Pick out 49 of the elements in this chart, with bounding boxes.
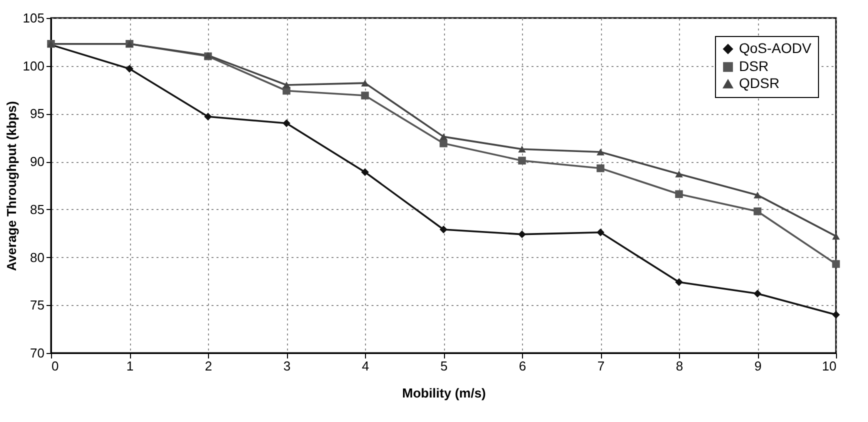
x-axis-title: Mobility (m/s): [402, 386, 486, 400]
point: [832, 232, 840, 240]
point: [596, 228, 604, 236]
x-tick-label: 0: [52, 358, 59, 374]
y-tick-label: 80: [30, 250, 44, 265]
point: [361, 92, 369, 100]
x-tick-label: 5: [440, 358, 448, 374]
point: [361, 168, 369, 176]
point: [518, 156, 526, 164]
point: [675, 190, 683, 198]
point: [832, 310, 840, 319]
point: [832, 260, 840, 268]
y-tick-label: 85: [30, 202, 44, 217]
y-tick-label: 90: [30, 154, 44, 170]
point: [204, 112, 212, 120]
point: [754, 290, 762, 298]
y-tick-label: 100: [22, 58, 44, 74]
point: [518, 146, 526, 152]
point: [282, 82, 290, 88]
y-tick-label: 105: [22, 10, 44, 26]
legend-label: QoS-AODV: [739, 40, 812, 56]
point: [675, 278, 683, 286]
x-tick-label: 3: [283, 358, 291, 374]
legend-label: QDSR: [739, 75, 780, 91]
legend-label: DSR: [739, 58, 769, 74]
point: [596, 148, 604, 156]
point: [440, 226, 448, 234]
point: [440, 133, 448, 140]
x-tick-label: 7: [597, 358, 605, 374]
x-tick-label: 6: [518, 358, 526, 374]
point: [126, 64, 134, 73]
point: [282, 119, 290, 128]
y-axis-title: Average Throughput (kbps): [4, 101, 19, 271]
x-tick-label: 9: [754, 358, 762, 374]
y-tick-label: 75: [30, 298, 44, 313]
x-tick-label: 4: [362, 358, 370, 374]
point: [440, 140, 448, 148]
x-tick-label: 8: [676, 358, 684, 374]
y-tick-label: 95: [30, 106, 44, 122]
x-tick-label: 1: [126, 358, 134, 374]
point: [754, 192, 762, 198]
x-tick-label: 10: [822, 358, 836, 374]
point: [596, 164, 604, 172]
x-tick-label: 2: [204, 358, 212, 374]
point: [675, 170, 683, 178]
point: [518, 230, 526, 238]
point: [754, 207, 762, 216]
point: [361, 80, 369, 86]
y-tick-label: 70: [30, 346, 44, 360]
